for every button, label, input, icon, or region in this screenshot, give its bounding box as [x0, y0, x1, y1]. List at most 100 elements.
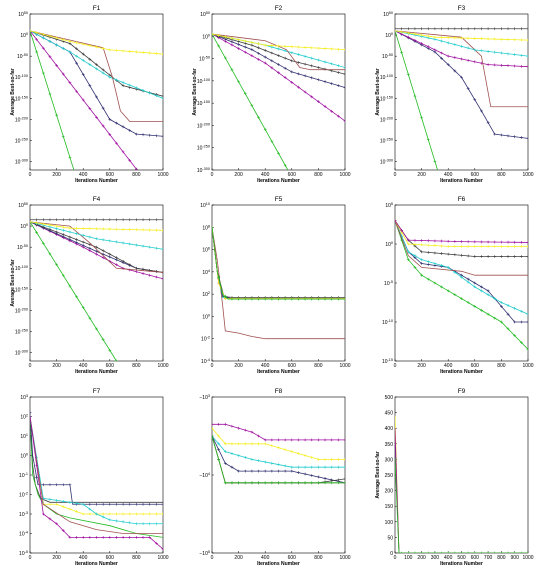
series-marker	[250, 297, 254, 301]
series-marker	[283, 469, 287, 473]
series-marker	[480, 37, 483, 41]
series-marker	[148, 218, 152, 222]
series-group	[212, 32, 345, 170]
series-marker	[336, 458, 340, 461]
subplot-f7: F7 0 200 400 600 800 1000 103 102 101 100 10-1 10-2 1…	[19, 388, 169, 567]
series-marker	[101, 256, 105, 260]
series-marker	[81, 58, 85, 62]
series-marker	[148, 536, 152, 539]
series-marker	[141, 512, 145, 516]
series-marker	[95, 45, 98, 49]
y-tick-label: 100	[20, 32, 28, 39]
series-marker	[420, 243, 423, 247]
series-marker	[317, 438, 320, 442]
series-marker	[237, 80, 240, 84]
series-marker	[440, 252, 443, 255]
series-marker	[290, 59, 294, 63]
series-marker	[35, 476, 39, 479]
series-marker	[413, 238, 417, 242]
series-marker	[81, 512, 85, 516]
series-marker	[223, 56, 227, 60]
series-marker	[493, 316, 497, 320]
series-marker	[343, 297, 345, 301]
y-tick-label: 100	[385, 520, 394, 526]
y-tick-label: 1050	[383, 11, 393, 18]
series-marker	[433, 159, 437, 163]
x-tick-label: 0	[29, 172, 32, 178]
series-marker	[317, 458, 320, 461]
series-marker	[108, 252, 112, 256]
series-marker	[453, 56, 457, 59]
series-marker	[519, 320, 523, 324]
chart-title: F3	[458, 5, 466, 12]
series-marker	[277, 63, 280, 66]
series-marker	[297, 481, 300, 485]
y-tick-label: 10-10	[382, 319, 393, 326]
series-marker	[101, 227, 105, 231]
series-marker	[330, 47, 334, 51]
y-tick-label: 50	[387, 535, 393, 541]
y-tick-label: 10-50	[199, 56, 210, 63]
series-marker	[343, 297, 345, 300]
series-marker	[230, 424, 234, 428]
y-tick-label: 10-2	[201, 336, 210, 343]
series-marker	[141, 89, 145, 92]
plot-area	[29, 204, 164, 362]
series-marker	[330, 438, 334, 442]
series-marker	[317, 481, 320, 485]
series-marker	[317, 78, 320, 82]
series-marker	[250, 54, 254, 58]
series-marker	[148, 91, 152, 95]
series-marker	[460, 297, 463, 300]
series-group	[395, 27, 528, 170]
series-marker	[75, 536, 78, 539]
series-marker	[513, 38, 517, 42]
series-marker	[453, 551, 457, 553]
series-marker	[250, 442, 254, 446]
series-marker	[115, 263, 118, 267]
y-tick-label: 10-100	[197, 78, 210, 85]
series-marker	[121, 227, 125, 231]
series-marker	[486, 37, 490, 41]
y-tick-label: 150	[385, 504, 394, 510]
series-marker	[323, 60, 327, 64]
series-marker	[68, 238, 72, 241]
series-marker	[420, 239, 423, 242]
series-marker	[323, 105, 327, 108]
series-marker	[88, 247, 92, 250]
series-marker	[486, 293, 490, 297]
series-marker	[480, 109, 483, 113]
series-marker	[336, 481, 340, 485]
subplot-f1: F1 0 200 400 600 800 1000 1050 100 10-50 10-100 10-…	[10, 5, 169, 184]
series-marker	[426, 263, 430, 266]
series-marker	[148, 502, 152, 506]
series-marker	[466, 36, 470, 40]
series-marker	[148, 273, 152, 277]
series-marker	[277, 71, 280, 75]
y-tick-label: 10-150	[380, 95, 393, 102]
series-marker	[290, 469, 294, 473]
series-marker	[500, 240, 503, 244]
series-marker	[466, 87, 470, 90]
series-marker	[310, 465, 314, 469]
y-tick-label: 103	[20, 394, 28, 401]
series-marker	[161, 547, 163, 551]
series-marker	[433, 244, 437, 247]
series-marker	[343, 296, 345, 299]
series-marker	[250, 458, 254, 461]
series-marker	[75, 61, 78, 65]
series-marker	[506, 551, 510, 553]
x-tick-label: 0	[211, 172, 214, 178]
x-axis-label: Iterations Number	[440, 561, 483, 567]
x-tick-label: 0	[29, 363, 32, 369]
x-tick-label: 200	[417, 555, 426, 561]
series-marker	[243, 92, 247, 96]
series-marker	[237, 454, 240, 457]
series-marker	[433, 262, 437, 265]
x-tick-label: 0	[211, 555, 214, 561]
series-marker	[135, 86, 138, 90]
series-marker	[75, 510, 78, 513]
series-marker	[55, 64, 58, 67]
y-tick-label: 10-100	[380, 74, 393, 81]
series-marker	[426, 34, 430, 38]
